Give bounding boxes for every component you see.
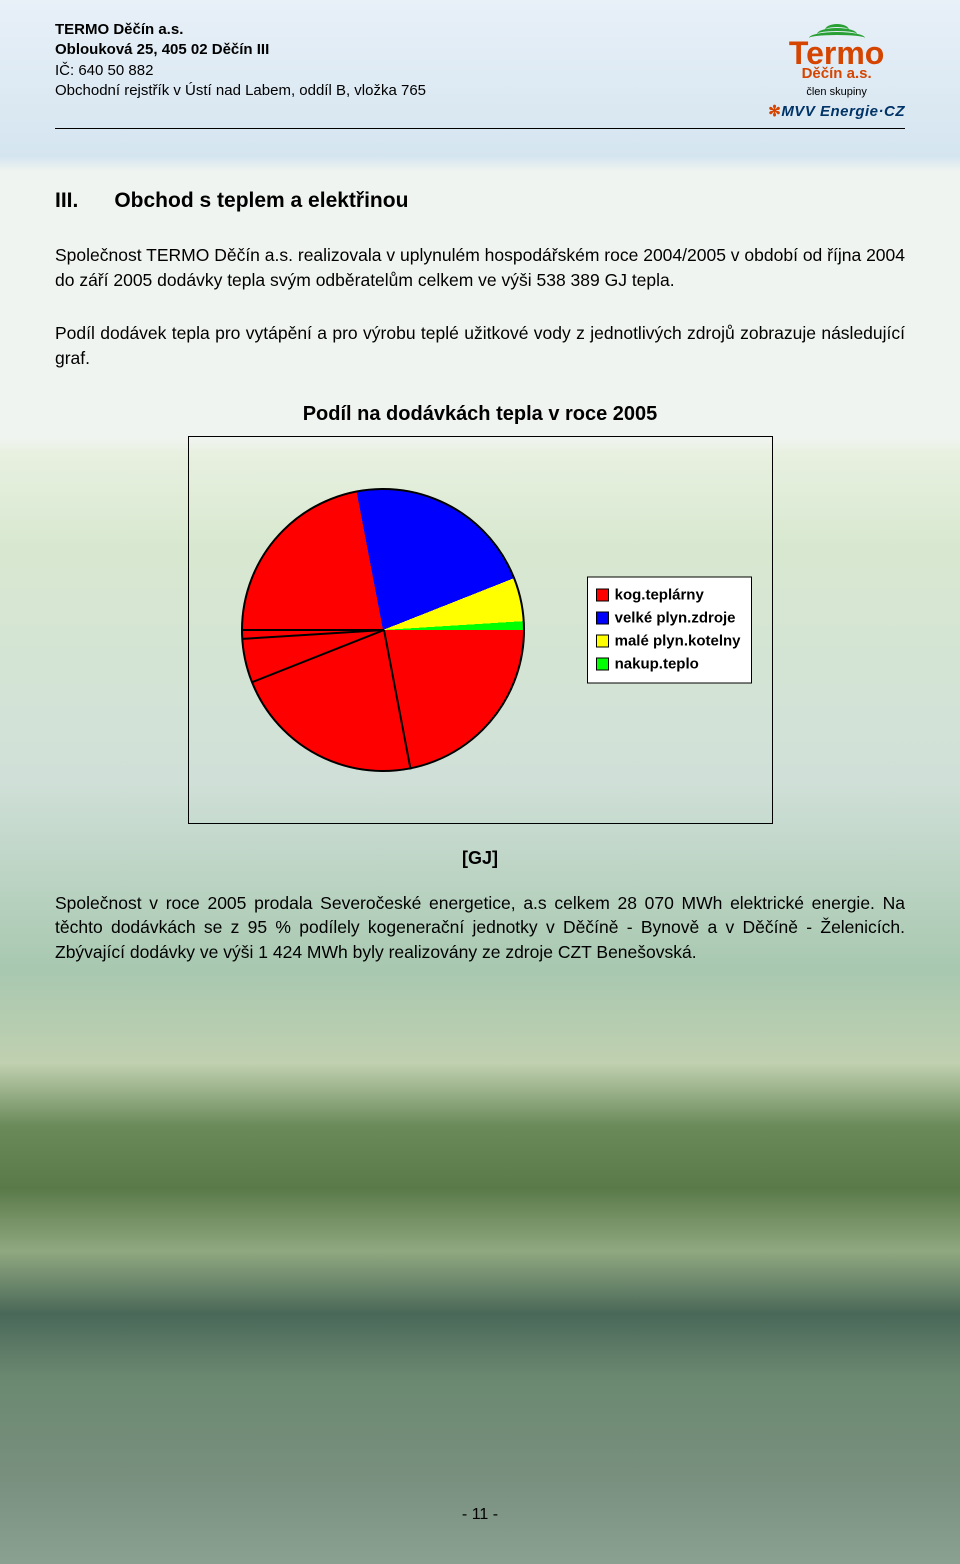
chart-legend: kog.teplárnyvelké plyn.zdrojemalé plyn.k… xyxy=(587,576,752,683)
logo-mvv: ✻MVV Energie·CZ xyxy=(768,102,905,120)
legend-label: kog.teplárny xyxy=(615,583,704,606)
logo-member: člen skupiny xyxy=(768,86,905,98)
logo-text: Termo xyxy=(768,40,905,67)
pie-wrap xyxy=(241,488,525,772)
page: TERMO Děčín a.s. Oblouková 25, 405 02 Dě… xyxy=(0,0,960,1033)
legend-swatch xyxy=(596,611,609,624)
legend-label: nakup.teplo xyxy=(615,653,699,676)
section-number: III. xyxy=(55,189,78,213)
company-name: TERMO Děčín a.s. xyxy=(55,20,426,40)
legend-row: velké plyn.zdroje xyxy=(596,606,741,629)
legend-row: nakup.teplo xyxy=(596,653,741,676)
page-header: TERMO Děčín a.s. Oblouková 25, 405 02 Dě… xyxy=(55,20,905,129)
legend-label: velké plyn.zdroje xyxy=(615,606,736,629)
paragraph-3: Společnost v roce 2005 prodala Severočes… xyxy=(55,891,905,966)
chart-title: Podíl na dodávkách tepla v roce 2005 xyxy=(55,403,905,426)
section-heading: III. Obchod s teplem a elektřinou xyxy=(55,189,905,213)
header-right: Termo Děčín a.s. člen skupiny ✻MVV Energ… xyxy=(768,20,905,120)
pie-separator xyxy=(242,629,384,631)
pie-chart: kog.teplárnyvelké plyn.zdrojemalé plyn.k… xyxy=(188,436,773,824)
company-ico: IČ: 640 50 882 xyxy=(55,61,426,81)
legend-swatch xyxy=(596,658,609,671)
legend-label: malé plyn.kotelny xyxy=(615,630,741,653)
legend-row: malé plyn.kotelny xyxy=(596,630,741,653)
legend-row: kog.teplárny xyxy=(596,583,741,606)
company-registry: Obchodní rejstřík v Ústí nad Labem, oddí… xyxy=(55,81,426,101)
company-address: Oblouková 25, 405 02 Děčín III xyxy=(55,40,426,60)
legend-swatch xyxy=(596,588,609,601)
section-title: Obchod s teplem a elektřinou xyxy=(114,189,408,213)
paragraph-2: Podíl dodávek tepla pro vytápění a pro v… xyxy=(55,321,905,371)
chart-unit: [GJ] xyxy=(55,848,905,869)
header-left: TERMO Děčín a.s. Oblouková 25, 405 02 Dě… xyxy=(55,20,426,101)
logo-mvv-text: MVV Energie·CZ xyxy=(781,103,905,120)
paragraph-1: Společnost TERMO Děčín a.s. realizovala … xyxy=(55,243,905,293)
legend-swatch xyxy=(596,635,609,648)
page-number: - 11 - xyxy=(0,1506,960,1524)
